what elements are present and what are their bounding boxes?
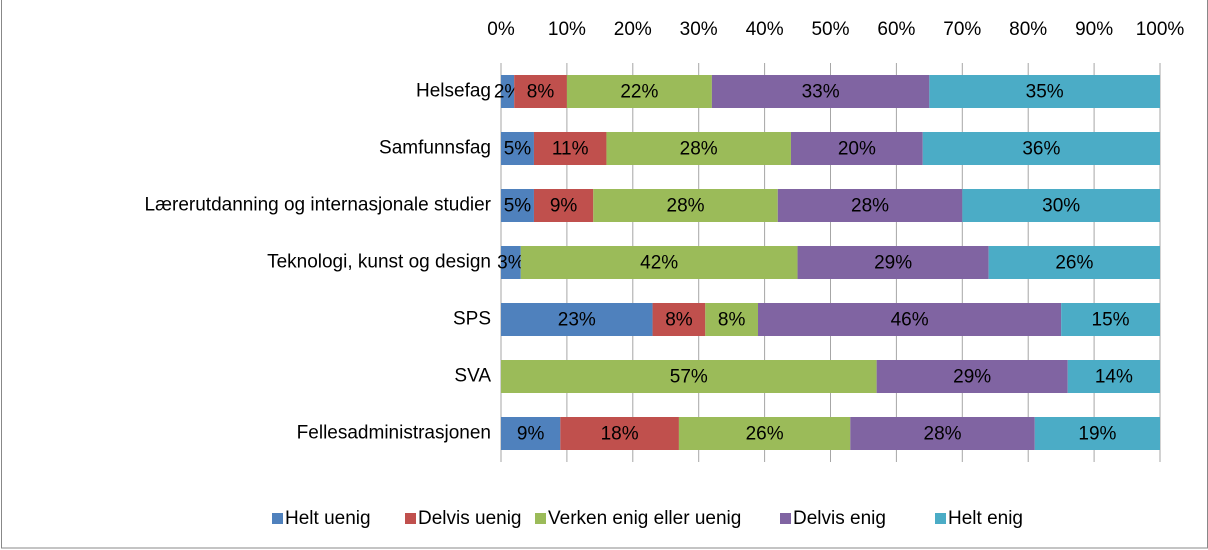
- data-label: 35%: [1026, 82, 1064, 103]
- data-label: 5%: [504, 196, 532, 217]
- data-label: 18%: [601, 424, 639, 445]
- bar-segment: [560, 417, 679, 450]
- data-label: 46%: [891, 310, 929, 331]
- data-label: 30%: [1042, 196, 1080, 217]
- data-label: 28%: [680, 139, 718, 160]
- data-label: 8%: [665, 310, 693, 331]
- x-tick-label: 0%: [487, 19, 515, 40]
- data-label: 28%: [851, 196, 889, 217]
- legend-label: Helt uenig: [285, 508, 371, 529]
- bar-segment: [501, 189, 534, 222]
- bar-segment: [533, 189, 594, 222]
- x-tick-label: 40%: [746, 19, 784, 40]
- x-tick-label: 100%: [1136, 19, 1185, 40]
- bar-segment: [501, 75, 515, 108]
- legend-label: Delvis enig: [793, 508, 886, 529]
- legend-swatch: [780, 513, 791, 524]
- bar-segment: [652, 303, 706, 336]
- bar-segment: [520, 246, 798, 279]
- data-label: 19%: [1078, 424, 1116, 445]
- data-label: 26%: [746, 424, 784, 445]
- y-tick-label: Helsefag: [416, 81, 491, 102]
- data-label: 8%: [527, 82, 555, 103]
- bar-segment: [533, 132, 607, 165]
- data-label: 29%: [874, 253, 912, 274]
- y-tick-label: Samfunnsfag: [379, 138, 491, 159]
- data-label: 3%: [497, 253, 525, 274]
- bar-segment: [790, 132, 923, 165]
- bar-segment: [1061, 303, 1160, 336]
- bar-segment: [988, 246, 1160, 279]
- data-label: 5%: [504, 139, 532, 160]
- data-label: 9%: [550, 196, 578, 217]
- bar-segment: [876, 360, 1068, 393]
- data-label: 29%: [953, 367, 991, 388]
- x-tick-label: 50%: [811, 19, 849, 40]
- bar-segment: [501, 132, 534, 165]
- x-tick-label: 90%: [1075, 19, 1113, 40]
- legend-label: Delvis uenig: [418, 508, 522, 529]
- data-label: 11%: [552, 139, 589, 160]
- bar-segment: [501, 360, 877, 393]
- legend-swatch: [935, 513, 946, 524]
- data-label: 9%: [517, 424, 545, 445]
- y-tick-label: SVA: [454, 366, 491, 387]
- bar-segment: [797, 246, 989, 279]
- bar-segment: [777, 189, 963, 222]
- x-tick-label: 20%: [614, 19, 652, 40]
- bar-segment: [501, 303, 653, 336]
- bar-segment: [922, 132, 1160, 165]
- y-tick-label: Fellesadministrasjonen: [297, 423, 491, 444]
- bar-segment: [1067, 360, 1160, 393]
- bar-segment: [1034, 417, 1160, 450]
- data-label: 42%: [640, 253, 678, 274]
- data-label: 28%: [667, 196, 705, 217]
- data-label: 20%: [838, 139, 876, 160]
- x-tick-label: 30%: [680, 19, 718, 40]
- data-label: 15%: [1092, 310, 1130, 331]
- data-label: 23%: [558, 310, 596, 331]
- legend-label: Helt enig: [948, 508, 1023, 529]
- bar-segment: [711, 75, 930, 108]
- x-tick-label: 60%: [877, 19, 915, 40]
- y-tick-label: Teknologi, kunst og design: [267, 252, 491, 273]
- bar-segment: [929, 75, 1160, 108]
- bar-segment: [705, 303, 759, 336]
- legend-label: Verken enig eller uenig: [548, 508, 741, 529]
- data-label: 26%: [1055, 253, 1093, 274]
- data-label: 28%: [924, 424, 962, 445]
- data-label: 33%: [802, 82, 840, 103]
- y-tick-label: SPS: [453, 309, 491, 330]
- bar-segment: [501, 246, 521, 279]
- data-label: 14%: [1095, 367, 1133, 388]
- x-tick-label: 10%: [548, 19, 586, 40]
- bar-segment: [850, 417, 1035, 450]
- x-tick-label: 80%: [1009, 19, 1047, 40]
- y-tick-label: Lærerutdanning og internasjonale studier: [145, 195, 492, 216]
- data-label: 57%: [670, 367, 708, 388]
- bar-segment: [758, 303, 1062, 336]
- legend-swatch: [535, 513, 546, 524]
- x-tick-label: 70%: [943, 19, 981, 40]
- bar-segment: [566, 75, 712, 108]
- data-label: 36%: [1022, 139, 1060, 160]
- data-label: 8%: [718, 310, 746, 331]
- legend-swatch: [405, 513, 416, 524]
- bar-segment: [514, 75, 567, 108]
- data-label: 22%: [620, 82, 658, 103]
- bar-segment: [678, 417, 851, 450]
- legend-swatch: [272, 513, 283, 524]
- bar-segment: [501, 417, 561, 450]
- bar-segment: [606, 132, 791, 165]
- bar-segment: [593, 189, 778, 222]
- bar-segment: [962, 189, 1160, 222]
